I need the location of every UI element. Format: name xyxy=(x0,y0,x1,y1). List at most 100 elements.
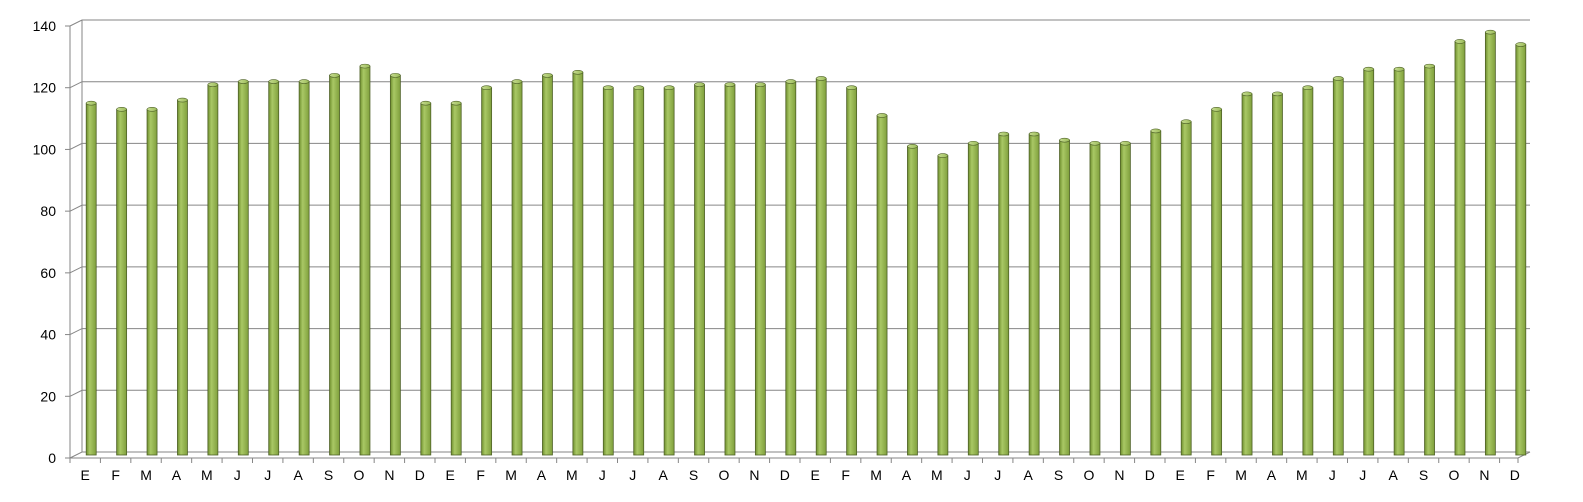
bar xyxy=(572,69,584,456)
bar xyxy=(1332,76,1344,456)
x-tick-label: J xyxy=(234,467,241,483)
bar xyxy=(177,97,188,456)
x-tick-label: M xyxy=(870,467,882,483)
x-tick-label: J xyxy=(1359,467,1366,483)
x-tick-label: M xyxy=(1296,467,1308,483)
x-tick-label: M xyxy=(140,467,152,483)
bar xyxy=(998,131,1010,456)
bar xyxy=(815,76,827,456)
x-tick-label: J xyxy=(629,467,636,483)
bar xyxy=(1454,39,1466,456)
y-tick-label: 20 xyxy=(40,388,56,404)
x-tick-label: A xyxy=(1388,467,1398,483)
bar xyxy=(329,73,340,456)
bar xyxy=(298,79,310,456)
x-tick-label: D xyxy=(415,467,425,483)
bar xyxy=(1180,119,1192,456)
bar xyxy=(602,85,614,456)
bar xyxy=(967,140,979,456)
bar xyxy=(663,85,675,456)
x-tick-label: N xyxy=(1479,467,1489,483)
x-tick-label: M xyxy=(505,467,517,483)
gridline xyxy=(69,19,1530,27)
bar xyxy=(1363,66,1375,456)
bar xyxy=(694,82,705,456)
bar xyxy=(633,85,645,456)
bar xyxy=(1089,140,1101,456)
x-tick-label: O xyxy=(1449,467,1460,483)
x-tick-label: J xyxy=(1329,467,1336,483)
bar xyxy=(785,79,797,456)
x-tick-label: F xyxy=(1206,467,1215,483)
bar xyxy=(876,113,888,456)
y-tick-label: 140 xyxy=(33,18,57,34)
bar xyxy=(450,100,462,456)
bar xyxy=(754,82,766,456)
x-tick-label: S xyxy=(689,467,698,483)
x-tick-label: E xyxy=(811,467,820,483)
y-tick-label: 120 xyxy=(33,80,57,96)
bar xyxy=(724,82,736,456)
x-tick-label: E xyxy=(446,467,455,483)
bar xyxy=(481,85,493,456)
y-tick-label: 80 xyxy=(40,203,56,219)
x-tick-label: O xyxy=(719,467,730,483)
x-tick-label: J xyxy=(264,467,271,483)
x-tick-label: S xyxy=(1419,467,1428,483)
bar xyxy=(1211,107,1223,456)
x-tick-label: J xyxy=(599,467,606,483)
bar xyxy=(542,73,553,456)
x-tick-label: D xyxy=(1145,467,1155,483)
x-tick-label: J xyxy=(964,467,971,483)
bar xyxy=(1241,91,1253,456)
x-tick-label: F xyxy=(476,467,485,483)
y-tick-label: 60 xyxy=(40,265,56,281)
y-tick-label: 100 xyxy=(33,141,57,157)
x-tick-label: A xyxy=(172,467,182,483)
bar xyxy=(1059,137,1070,456)
bar xyxy=(1028,131,1040,456)
bar xyxy=(511,79,523,456)
bar xyxy=(907,144,918,456)
x-tick-label: F xyxy=(111,467,120,483)
bar xyxy=(1272,91,1283,456)
x-tick-label: J xyxy=(994,467,1001,483)
x-tick-label: O xyxy=(1084,467,1095,483)
bar xyxy=(420,100,432,456)
bar xyxy=(85,100,97,456)
bar xyxy=(937,153,949,456)
bar xyxy=(1393,66,1405,456)
x-tick-label: E xyxy=(1176,467,1185,483)
x-tick-label: E xyxy=(81,467,90,483)
bar xyxy=(146,107,158,456)
bar xyxy=(116,107,128,456)
x-tick-label: D xyxy=(780,467,790,483)
bars xyxy=(85,29,1527,456)
x-tick-label: S xyxy=(1054,467,1063,483)
bar xyxy=(1119,140,1131,456)
bar xyxy=(1515,42,1527,456)
bar xyxy=(1484,29,1496,456)
x-tick-label: M xyxy=(201,467,213,483)
x-tick-label: N xyxy=(749,467,759,483)
y-tick-label: 40 xyxy=(40,327,56,343)
x-tick-label: A xyxy=(1023,467,1033,483)
bar xyxy=(1302,85,1314,456)
x-tick-label: A xyxy=(658,467,668,483)
bar xyxy=(1150,128,1162,456)
bar xyxy=(1424,63,1435,456)
bar xyxy=(237,79,249,456)
bar xyxy=(846,85,858,456)
x-tick-label: A xyxy=(1267,467,1277,483)
x-tick-label: M xyxy=(566,467,578,483)
tick-labels: 0 20 40 60 80 100 120 140 E F M A M J J A S O N D E F M A M J J A S O… xyxy=(33,18,1520,483)
x-tick-label: A xyxy=(902,467,912,483)
x-tick-label: A xyxy=(537,467,547,483)
bar xyxy=(268,79,280,456)
bar xyxy=(389,73,401,456)
x-tick-label: S xyxy=(324,467,333,483)
x-tick-label: N xyxy=(384,467,394,483)
y-tick-label: 0 xyxy=(48,450,56,466)
